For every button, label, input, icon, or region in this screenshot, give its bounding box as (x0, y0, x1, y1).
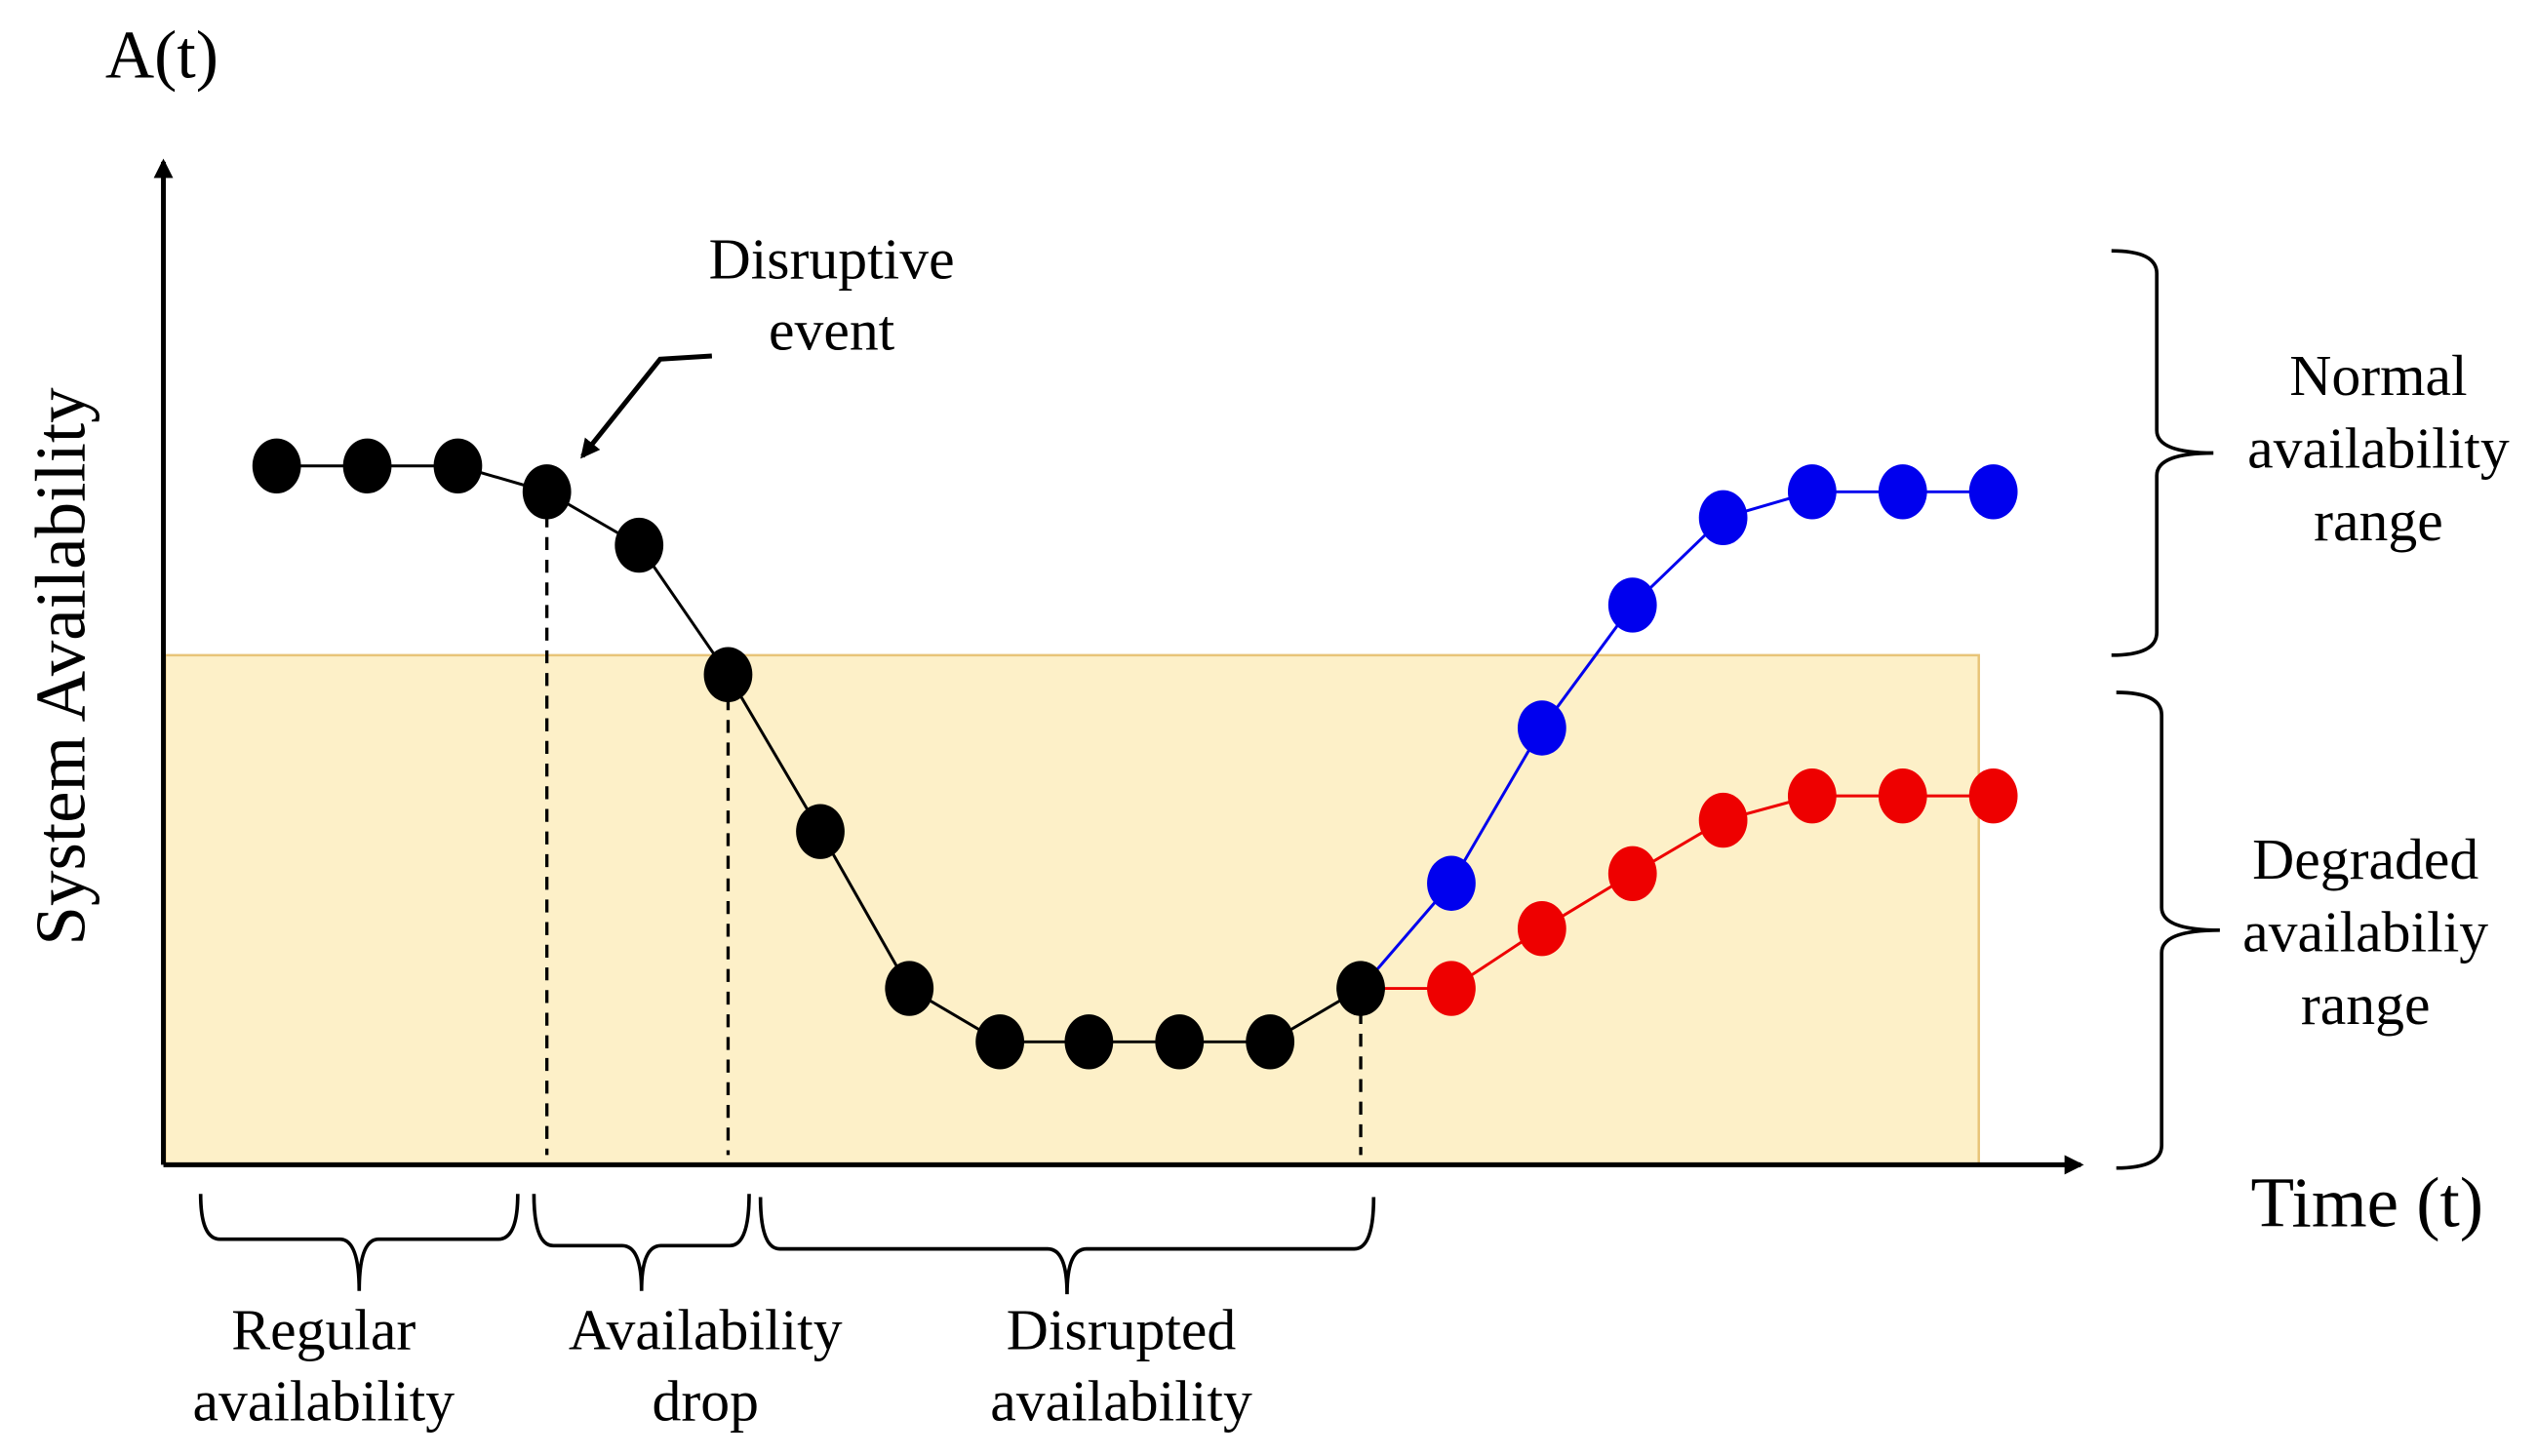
black-dot (703, 647, 753, 702)
black-dot (1246, 1014, 1295, 1070)
black-dot (522, 464, 572, 520)
event-label: event (769, 297, 895, 362)
red-dot (1607, 846, 1657, 901)
degraded-zone (163, 653, 1980, 1166)
blue-dot (1607, 577, 1657, 633)
range-brace (2116, 690, 2220, 1170)
phase-label: Regular (231, 1297, 416, 1361)
dashed-markers (545, 492, 1363, 1156)
event-label: Disruptive (709, 226, 955, 291)
black-dot (342, 438, 392, 493)
black-dot (975, 1014, 1025, 1070)
y-label: System Availability (20, 387, 99, 946)
black-dot (614, 517, 664, 573)
black-dot (252, 438, 301, 493)
range-brace (2111, 249, 2214, 657)
black-dot (1336, 961, 1385, 1016)
blue-dot (1427, 855, 1476, 911)
phase-label: availability (192, 1368, 455, 1433)
red-dot (1427, 961, 1476, 1016)
black-dot (885, 961, 934, 1016)
black-dot (433, 438, 483, 493)
degraded-range-label: range (2301, 972, 2431, 1037)
black-dot (796, 804, 845, 859)
normal-range-label: range (2314, 489, 2443, 553)
red-dot (1517, 900, 1566, 957)
phase-brace (198, 1194, 520, 1291)
phase-label: availability (990, 1368, 1252, 1433)
blue-dot (1878, 464, 1927, 520)
event-arrow (580, 353, 713, 459)
red-dot (1878, 767, 1927, 824)
phase-label: drop (653, 1368, 759, 1433)
black-dot (1064, 1014, 1114, 1070)
phase-label: Availability (569, 1297, 843, 1361)
black-dot (1155, 1014, 1205, 1070)
normal-range-label: Normal (2289, 343, 2467, 408)
phase-brace (532, 1194, 751, 1291)
degraded-range-label: Degraded (2252, 827, 2478, 891)
blue-dot (1698, 490, 1748, 546)
x-label: Time (t) (2251, 1162, 2484, 1241)
normal-range-label: availability (2247, 415, 2510, 480)
red-dot (1968, 767, 2018, 824)
degraded-range-label: availabiliy (2242, 899, 2488, 964)
blue-dot (1787, 464, 1837, 520)
blue-dot (1968, 464, 2018, 520)
red-dot (1787, 767, 1837, 824)
red-dot (1698, 792, 1748, 848)
blue-dot (1517, 700, 1566, 756)
y-symbol: A(t) (105, 19, 218, 94)
phase-label: Disrupted (1007, 1297, 1237, 1361)
phase-brace (758, 1197, 1376, 1295)
